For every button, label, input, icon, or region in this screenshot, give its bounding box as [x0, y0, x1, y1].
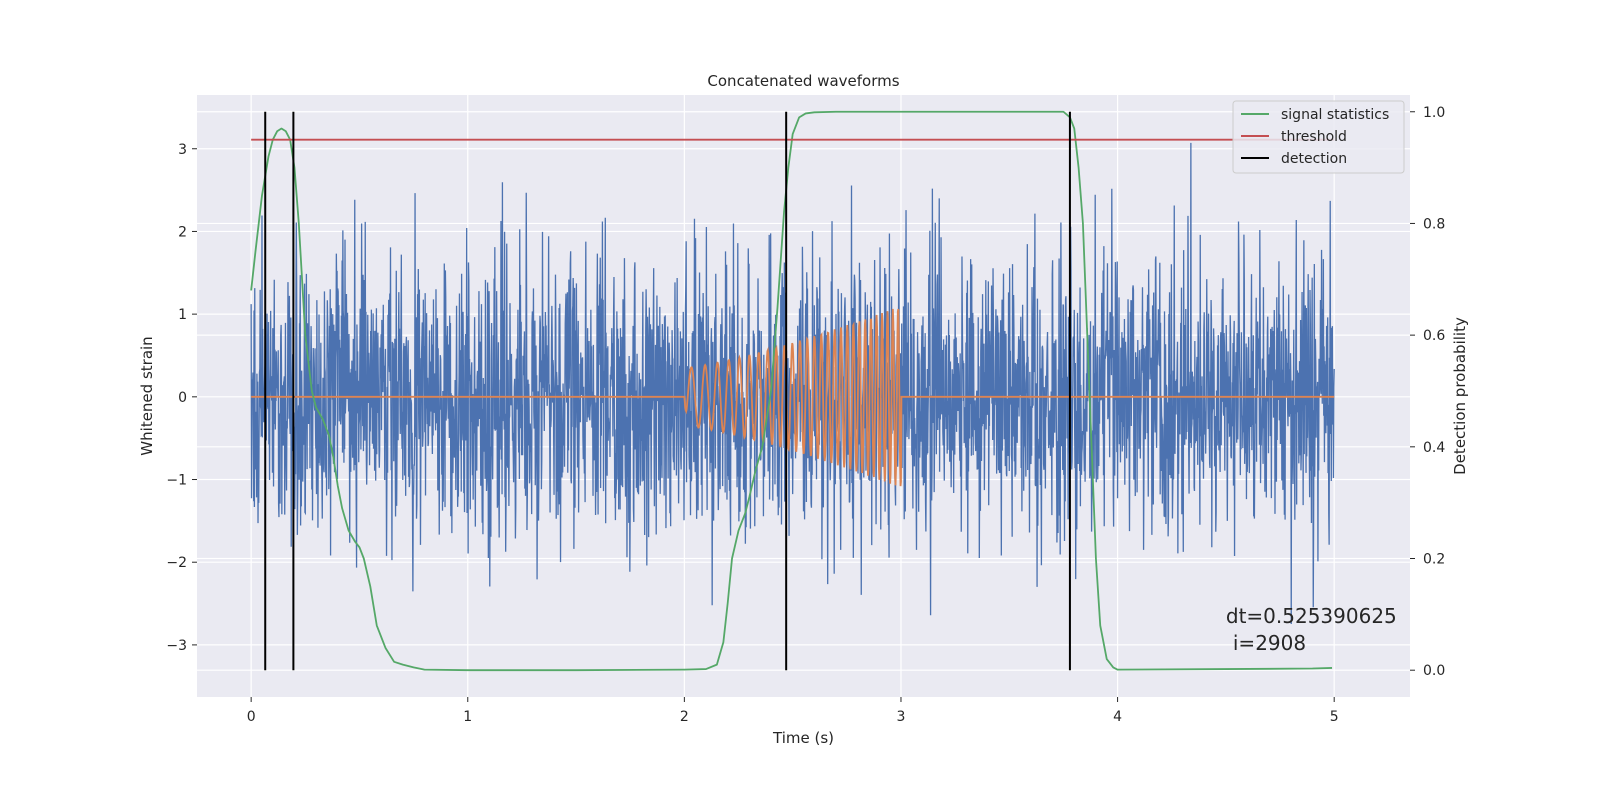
x-axis-label: Time (s) — [772, 729, 834, 747]
annotation: dt=0.525390625 i=2908 — [1226, 604, 1397, 655]
y-tick-label: −2 — [166, 555, 187, 571]
y-tick-label: 2 — [178, 224, 187, 240]
x-tick-label: 5 — [1330, 709, 1339, 725]
y-tick-label: 0 — [178, 390, 187, 406]
x-tick-label: 1 — [463, 709, 472, 725]
plot-area — [250, 110, 1335, 672]
chart-title: Concatenated waveforms — [707, 72, 899, 90]
y-right-tick-label: 0.0 — [1423, 663, 1445, 679]
annotation-dt: dt=0.525390625 — [1226, 604, 1397, 628]
signal-statistics-line — [250, 110, 1333, 672]
legend-label-detection: detection — [1281, 151, 1347, 167]
y-axis-label-right: Detection probability — [1451, 317, 1469, 475]
y-tick-label: 1 — [178, 307, 187, 323]
legend-box — [1232, 100, 1405, 174]
strain-series-line — [250, 142, 1335, 624]
y-tick-label: −3 — [166, 638, 187, 654]
y-right-tick-label: 0.8 — [1423, 216, 1445, 232]
y-tick-label: 3 — [178, 142, 187, 158]
template-waveform-line — [251, 308, 1335, 487]
x-tick-label: 4 — [1113, 709, 1122, 725]
legend-label-signal-statistics: signal statistics — [1281, 107, 1389, 123]
x-tick-label: 3 — [897, 709, 906, 725]
y-right-tick-label: 0.4 — [1423, 440, 1445, 456]
legend: signal statistics threshold detection — [1232, 100, 1405, 174]
y-tick-label: −1 — [166, 473, 187, 489]
legend-label-threshold: threshold — [1281, 129, 1347, 145]
x-tick-label: 0 — [247, 709, 256, 725]
ticks: 0 1 2 3 4 5 −3 −2 −1 0 1 2 3 0.0 0.2 0.4 0.6 0.8 1.0 — [166, 105, 1445, 725]
y-right-tick-label: 0.6 — [1423, 328, 1445, 344]
y-axis-label: Whitened strain — [138, 336, 156, 455]
x-tick-label: 2 — [680, 709, 689, 725]
y-right-tick-label: 0.2 — [1423, 552, 1445, 568]
y-right-tick-label: 1.0 — [1423, 105, 1445, 121]
annotation-index: i=2908 — [1233, 631, 1306, 655]
